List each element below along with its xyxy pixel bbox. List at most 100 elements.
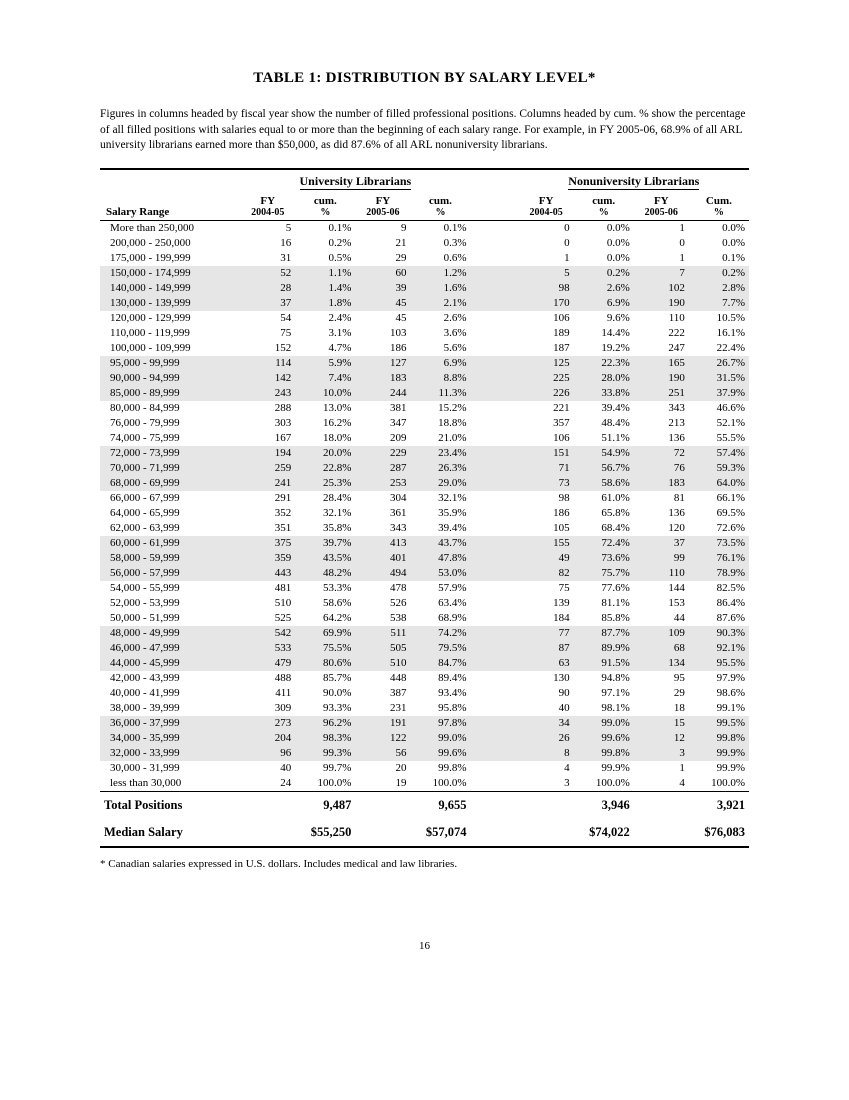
cell-nc2: 97.9% — [689, 671, 749, 686]
col-cum-nonuniv-1: cum.% — [574, 191, 634, 221]
cell-nc2: 52.1% — [689, 416, 749, 431]
cell-n1: 170 — [519, 296, 574, 311]
cell-n2: 3 — [634, 746, 689, 761]
cell-uc1: 35.8% — [295, 521, 355, 536]
cell-u1: 24 — [240, 776, 295, 792]
cell-u2: 511 — [355, 626, 410, 641]
cell-range: 85,000 - 89,999 — [100, 386, 240, 401]
cell-u1: 194 — [240, 446, 295, 461]
cell-nc1: 65.8% — [574, 506, 634, 521]
cell-u2: 9 — [355, 220, 410, 236]
cell-u2: 478 — [355, 581, 410, 596]
cell-u1: 303 — [240, 416, 295, 431]
cell-nc1: 73.6% — [574, 551, 634, 566]
cell-n2: 81 — [634, 491, 689, 506]
cell-nc2: 22.4% — [689, 341, 749, 356]
cell-uc1: 3.1% — [295, 326, 355, 341]
cell-n2: 7 — [634, 266, 689, 281]
cell-n1: 130 — [519, 671, 574, 686]
cell-u2: 538 — [355, 611, 410, 626]
cell-n2: 343 — [634, 401, 689, 416]
cell-uc1: 64.2% — [295, 611, 355, 626]
cell-u2: 387 — [355, 686, 410, 701]
cell-nc2: 82.5% — [689, 581, 749, 596]
cell-n2: 0 — [634, 236, 689, 251]
cell-range: 58,000 - 59,999 — [100, 551, 240, 566]
cell-uc2: 0.3% — [410, 236, 470, 251]
cell-n2: 247 — [634, 341, 689, 356]
col-fy-2004-05-univ: FY2004-05 — [240, 191, 295, 221]
table-row: 54,000 - 55,99948153.3%47857.9%7577.6%14… — [100, 581, 749, 596]
cell-nc1: 98.1% — [574, 701, 634, 716]
cell-range: 140,000 - 149,999 — [100, 281, 240, 296]
cell-n2: 110 — [634, 311, 689, 326]
cell-nc2: 37.9% — [689, 386, 749, 401]
cell-uc2: 18.8% — [410, 416, 470, 431]
cell-n1: 151 — [519, 446, 574, 461]
cell-n2: 251 — [634, 386, 689, 401]
cell-uc1: 32.1% — [295, 506, 355, 521]
cell-uc2: 100.0% — [410, 776, 470, 792]
cell-nc1: 51.1% — [574, 431, 634, 446]
cell-u1: 54 — [240, 311, 295, 326]
cell-u1: 510 — [240, 596, 295, 611]
table-row: 175,000 - 199,999310.5%290.6%10.0%10.1% — [100, 251, 749, 266]
cell-u2: 343 — [355, 521, 410, 536]
cell-n1: 155 — [519, 536, 574, 551]
cell-range: 46,000 - 47,999 — [100, 641, 240, 656]
table-row: 140,000 - 149,999281.4%391.6%982.6%1022.… — [100, 281, 749, 296]
col-cum-univ-1: cum.% — [295, 191, 355, 221]
cell-n1: 225 — [519, 371, 574, 386]
cell-nc2: 73.5% — [689, 536, 749, 551]
cell-uc2: 53.0% — [410, 566, 470, 581]
cell-u1: 488 — [240, 671, 295, 686]
cell-u1: 40 — [240, 761, 295, 776]
cell-uc1: 13.0% — [295, 401, 355, 416]
cell-nc1: 0.0% — [574, 236, 634, 251]
table-row: 34,000 - 35,99920498.3%12299.0%2699.6%12… — [100, 731, 749, 746]
cell-n1: 226 — [519, 386, 574, 401]
table-row: 30,000 - 31,9994099.7%2099.8%499.9%199.9… — [100, 761, 749, 776]
cell-u2: 448 — [355, 671, 410, 686]
cell-nc2: 98.6% — [689, 686, 749, 701]
cell-uc2: 3.6% — [410, 326, 470, 341]
cell-range: less than 30,000 — [100, 776, 240, 792]
cell-u2: 510 — [355, 656, 410, 671]
cell-uc2: 29.0% — [410, 476, 470, 491]
cell-nc2: 87.6% — [689, 611, 749, 626]
cell-n1: 357 — [519, 416, 574, 431]
table-row: 60,000 - 61,99937539.7%41343.7%15572.4%3… — [100, 536, 749, 551]
cell-uc1: 39.7% — [295, 536, 355, 551]
cell-uc2: 6.9% — [410, 356, 470, 371]
cell-u1: 352 — [240, 506, 295, 521]
cell-u1: 273 — [240, 716, 295, 731]
cell-nc2: 78.9% — [689, 566, 749, 581]
cell-n1: 187 — [519, 341, 574, 356]
cell-n1: 0 — [519, 220, 574, 236]
cell-nc2: 69.5% — [689, 506, 749, 521]
cell-uc2: 11.3% — [410, 386, 470, 401]
cell-nc2: 59.3% — [689, 461, 749, 476]
cell-n2: 76 — [634, 461, 689, 476]
cell-uc1: 90.0% — [295, 686, 355, 701]
cell-range: 66,000 - 67,999 — [100, 491, 240, 506]
col-fy-2004-05-nonuniv: FY2004-05 — [519, 191, 574, 221]
cell-uc1: 25.3% — [295, 476, 355, 491]
cell-u2: 183 — [355, 371, 410, 386]
cell-u2: 361 — [355, 506, 410, 521]
cell-u1: 481 — [240, 581, 295, 596]
cell-u1: 259 — [240, 461, 295, 476]
cell-n1: 34 — [519, 716, 574, 731]
cell-uc2: 63.4% — [410, 596, 470, 611]
cell-uc2: 32.1% — [410, 491, 470, 506]
cell-n1: 87 — [519, 641, 574, 656]
cell-u2: 39 — [355, 281, 410, 296]
cell-uc1: 48.2% — [295, 566, 355, 581]
table-row: 120,000 - 129,999542.4%452.6%1069.6%1101… — [100, 311, 749, 326]
cell-u1: 167 — [240, 431, 295, 446]
cell-range: 76,000 - 79,999 — [100, 416, 240, 431]
cell-nc1: 68.4% — [574, 521, 634, 536]
cell-uc1: 1.4% — [295, 281, 355, 296]
cell-uc1: 80.6% — [295, 656, 355, 671]
cell-n2: 183 — [634, 476, 689, 491]
